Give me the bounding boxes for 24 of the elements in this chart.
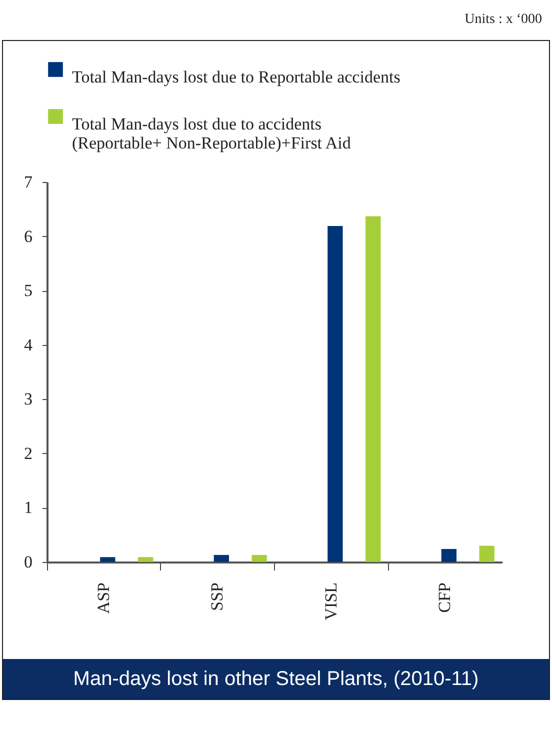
- y-tick-label: 4: [24, 335, 33, 354]
- y-tick-label: 2: [24, 444, 32, 463]
- x-tick-label: SSP: [208, 582, 227, 611]
- x-tick-label: ASP: [94, 582, 113, 614]
- bar: [479, 546, 494, 562]
- bar: [328, 226, 343, 562]
- x-tick-label: VISL: [321, 582, 340, 620]
- legend-label: Total Man-days lost due to Reportable accidents: [72, 68, 400, 86]
- bar: [252, 554, 267, 562]
- y-tick-label: 6: [24, 226, 32, 246]
- bar: [441, 548, 456, 562]
- y-tick-label: 7: [24, 172, 33, 192]
- legend-label: Total Man-days lost due to accidents (Reportable+ Non-Reportable)+First Aid: [72, 114, 352, 152]
- bar: [138, 557, 154, 562]
- bar: [214, 554, 229, 562]
- text: Man-days lost in other Steel Plants, (2010-11): [3, 659, 549, 699]
- y-tick-label: 0: [24, 552, 32, 572]
- y-tick-label: 3: [24, 390, 32, 409]
- y-tick-label: 1: [24, 498, 32, 518]
- bar: [366, 216, 381, 562]
- x-tick-label: CFP: [435, 582, 454, 613]
- bar: [100, 557, 116, 562]
- y-tick-label: 5: [24, 281, 32, 300]
- text: Units : x ‘000: [464, 11, 543, 29]
